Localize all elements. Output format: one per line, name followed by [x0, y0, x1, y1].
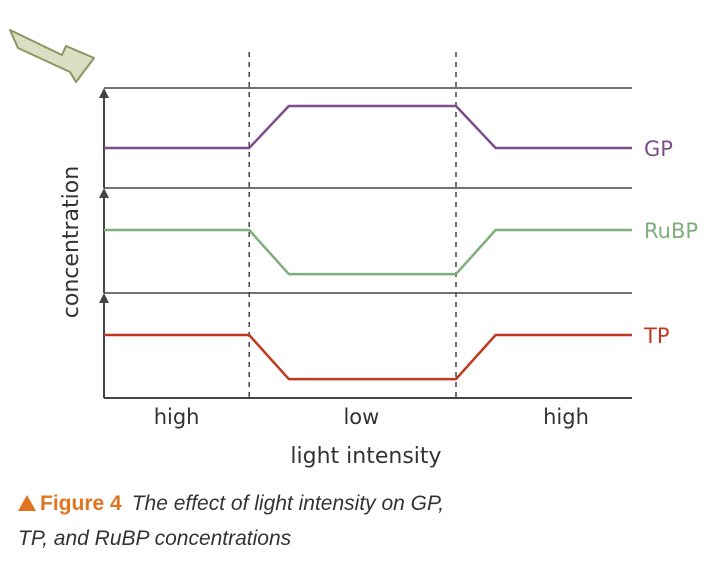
region-labels: high low high — [154, 405, 589, 429]
series-labels: GP RuBP TP — [643, 137, 698, 348]
x-region-label: high — [154, 405, 200, 429]
y-axis-arrowhead — [99, 293, 109, 303]
triangle-icon — [18, 495, 36, 511]
figure-caption: Figure 4 The effect of light intensity on… — [18, 486, 658, 556]
series-label-gp: GP — [644, 137, 673, 161]
series-line-tp — [104, 333, 632, 381]
x-axis-title: light intensity — [290, 444, 441, 469]
series-label-tp: TP — [643, 324, 670, 348]
series-line-rubp — [104, 228, 632, 276]
caption-text-continued: TP, and RuBP concentrations — [18, 527, 292, 550]
y-axis-arrowhead — [99, 88, 109, 98]
figure-label: Figure 4 — [40, 492, 122, 515]
caption-line-1: Figure 4 The effect of light intensity on… — [18, 486, 658, 521]
y-axis-title: concentration — [59, 166, 84, 318]
caption-line-2: TP, and RuBP concentrations — [18, 521, 658, 556]
arrow-pointer-icon — [9, 29, 95, 83]
series-layer — [104, 104, 632, 381]
series-line-gp — [104, 104, 632, 150]
x-region-label: low — [343, 405, 379, 429]
region-dividers — [248, 52, 457, 398]
y-axis-arrowhead — [99, 188, 109, 198]
axes-layer — [99, 87, 632, 399]
caption-text: The effect of light intensity on GP, — [131, 492, 445, 515]
x-region-label: high — [543, 405, 589, 429]
series-label-rubp: RuBP — [644, 219, 698, 243]
